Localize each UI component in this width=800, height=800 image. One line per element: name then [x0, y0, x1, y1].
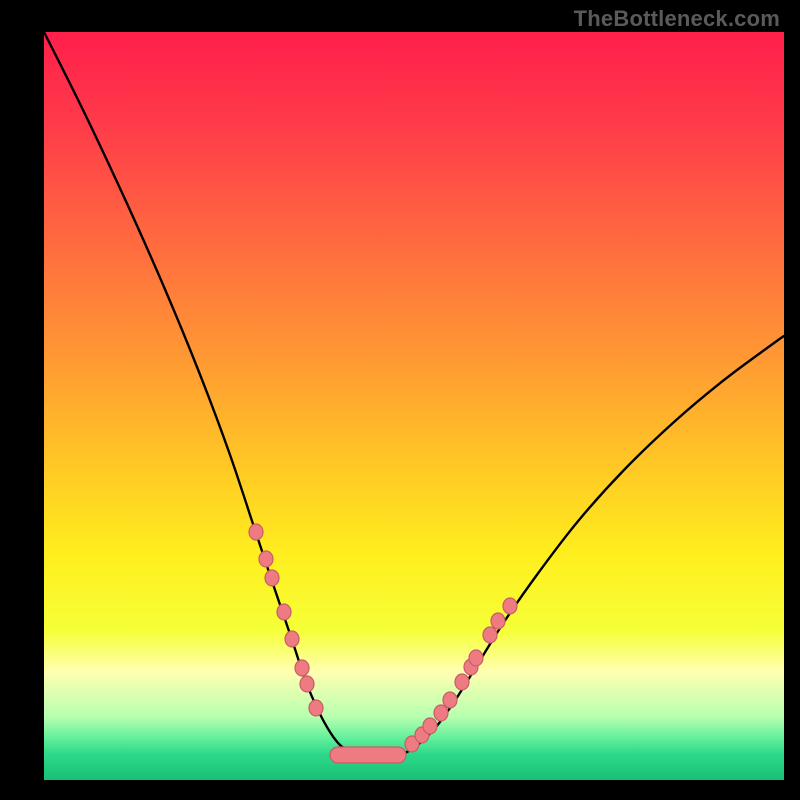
marker-dot	[491, 613, 505, 629]
marker-floor-pill	[330, 747, 406, 763]
marker-dot	[259, 551, 273, 567]
marker-dot	[249, 524, 263, 540]
marker-dot	[423, 718, 437, 734]
marker-dot	[265, 570, 279, 586]
marker-dot	[295, 660, 309, 676]
curve-left-branch	[44, 32, 362, 755]
marker-dot	[443, 692, 457, 708]
chart-stage: TheBottleneck.com	[0, 0, 800, 800]
markers-left	[249, 524, 323, 716]
marker-dot	[285, 631, 299, 647]
marker-dot	[469, 650, 483, 666]
marker-dot	[300, 676, 314, 692]
marker-dot	[277, 604, 291, 620]
marker-dot	[455, 674, 469, 690]
marker-dot	[309, 700, 323, 716]
marker-dot	[434, 705, 448, 721]
marker-dot	[483, 627, 497, 643]
marker-dot	[503, 598, 517, 614]
curve-right-branch	[396, 336, 784, 755]
markers-right	[405, 598, 517, 752]
bottleneck-curve	[44, 32, 784, 780]
watermark-text: TheBottleneck.com	[574, 6, 780, 32]
